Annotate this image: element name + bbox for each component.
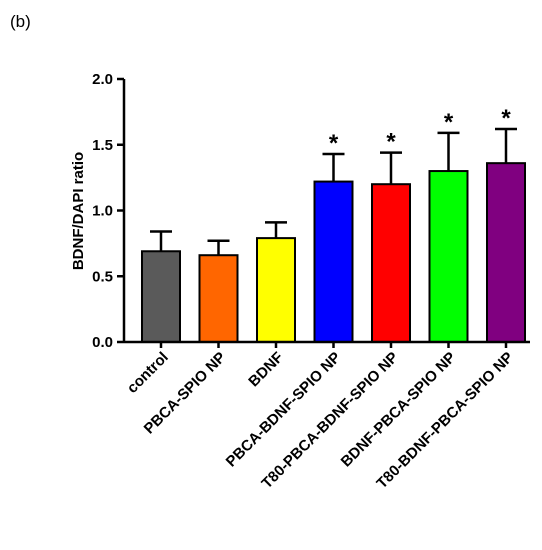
- x-tick-label: control: [124, 349, 172, 397]
- y-tick-label: 0.5: [92, 268, 113, 285]
- x-tick-label: PBCA-BDNF-SPIO NP: [223, 349, 345, 471]
- bar: [428, 170, 469, 343]
- bar: [256, 237, 296, 344]
- bar: [371, 183, 411, 343]
- bars-group: * * * *: [141, 105, 526, 344]
- significance-star: *: [386, 129, 396, 156]
- bar: [198, 254, 239, 344]
- bar: [141, 250, 181, 343]
- significance-star: *: [329, 130, 339, 157]
- y-tick-label: 1.5: [92, 137, 113, 154]
- y-tick-label: 0.0: [92, 334, 113, 351]
- x-tick-label: BDNF: [245, 349, 286, 390]
- panel-label: (b): [10, 12, 31, 31]
- bar: [486, 162, 526, 343]
- significance-star: *: [501, 105, 511, 132]
- y-axis: 0.0 0.5 1.0 1.5 2.0: [92, 71, 126, 351]
- bar: [313, 180, 354, 343]
- x-tick-label: BDNF-PBCA-SPIO NP: [338, 349, 460, 471]
- y-tick-label: 2.0: [92, 71, 113, 88]
- y-axis-title: BDNF/DAPI ratio: [70, 152, 87, 270]
- significance-star: *: [444, 109, 454, 136]
- y-tick-label: 1.0: [92, 203, 113, 220]
